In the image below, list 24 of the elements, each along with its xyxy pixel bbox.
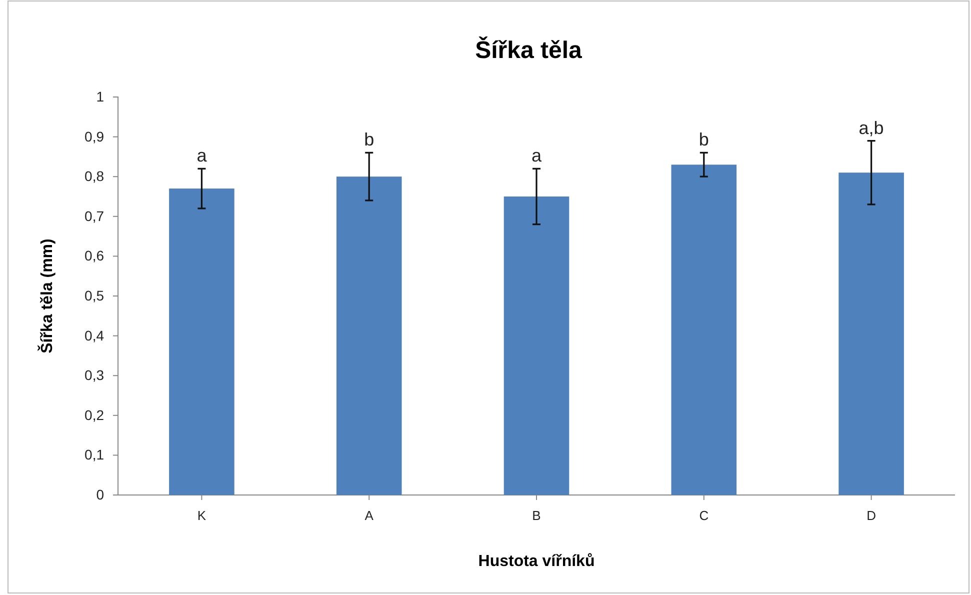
y-tick-label: 0,8 xyxy=(84,168,104,184)
annotation: a xyxy=(531,146,542,166)
annotation: b xyxy=(364,130,374,150)
y-tick-label: 0,5 xyxy=(84,287,104,304)
y-tick-label: 0,3 xyxy=(84,367,104,384)
x-tick-label: K xyxy=(197,508,206,523)
annotation: a,b xyxy=(858,118,884,138)
y-axis-title: Šířka těla (mm) xyxy=(37,238,56,354)
y-tick-label: 0,6 xyxy=(84,248,104,264)
x-tick-label: C xyxy=(699,508,709,523)
chart-title: Šířka těla xyxy=(475,36,583,64)
y-tick-label: 0,1 xyxy=(84,446,104,463)
y-tick-label: 1 xyxy=(96,88,104,104)
x-tick-label: D xyxy=(866,508,876,523)
y-tick-label: 0,9 xyxy=(84,128,104,144)
x-tick-label: B xyxy=(532,508,541,523)
y-tick-label: 0,4 xyxy=(84,327,104,344)
y-tick-label: 0,2 xyxy=(84,406,104,423)
y-tick-label: 0 xyxy=(96,486,104,502)
annotation: a xyxy=(196,146,208,166)
x-tick-label: A xyxy=(364,508,374,523)
y-tick-label: 0,7 xyxy=(84,208,104,224)
x-axis-title: Hustota vířníků xyxy=(478,553,595,570)
annotation: b xyxy=(698,130,709,150)
